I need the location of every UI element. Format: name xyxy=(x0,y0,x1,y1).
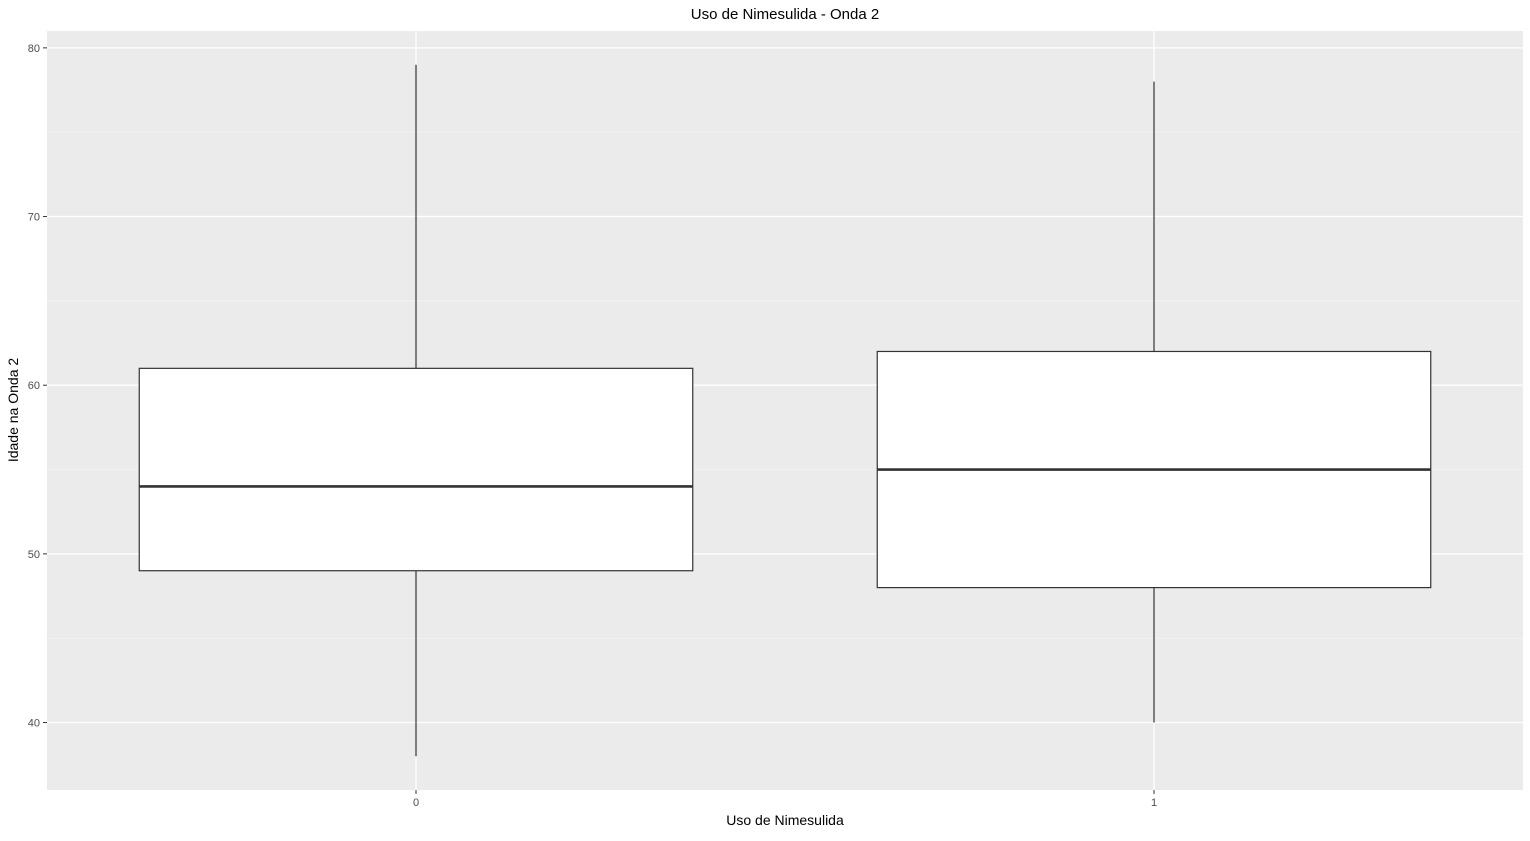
boxes-layer xyxy=(138,64,1432,757)
x-tick-label: 0 xyxy=(413,797,419,809)
x-axis-title: Uso de Nimesulida xyxy=(726,812,844,828)
y-axis-title: Idade na Onda 2 xyxy=(5,358,21,463)
iqr-box xyxy=(138,367,694,572)
y-tick-label: 80 xyxy=(28,43,40,55)
box-group-0 xyxy=(138,64,694,757)
x-tick-label: 1 xyxy=(1151,797,1157,809)
y-tick-label: 60 xyxy=(28,380,40,392)
y-axis: 40 50 60 70 80 xyxy=(28,43,47,730)
y-tick-label: 50 xyxy=(28,549,40,561)
box-group-1 xyxy=(876,81,1432,723)
y-tick-label: 70 xyxy=(28,212,40,224)
y-tick-label: 40 xyxy=(28,718,40,730)
chart-title: Uso de Nimesulida - Onda 2 xyxy=(691,6,879,23)
